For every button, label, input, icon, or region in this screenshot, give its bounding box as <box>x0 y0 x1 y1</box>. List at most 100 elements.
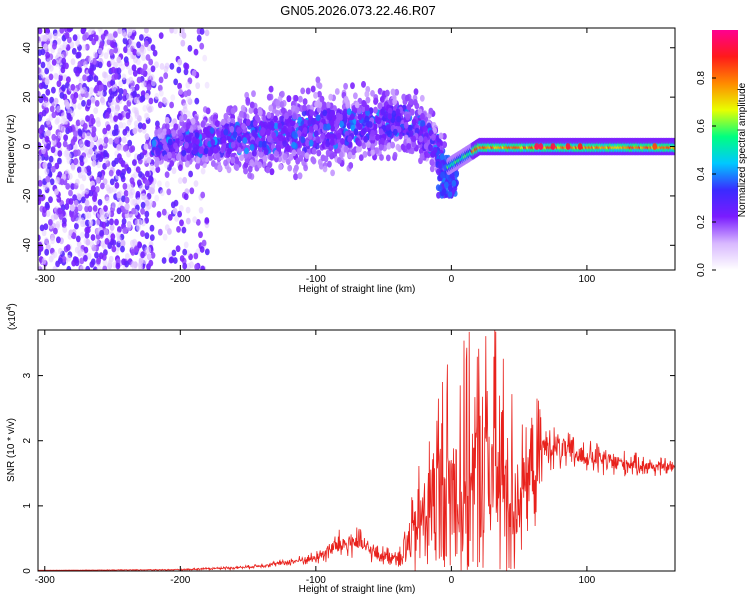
spectrogram-cell <box>279 101 285 108</box>
spectrogram-cell <box>83 246 89 254</box>
spectrogram-cell <box>128 76 134 84</box>
spectrogram-cell <box>357 139 362 147</box>
spectrogram-cell <box>177 58 183 66</box>
spectrogram-cell <box>116 236 122 244</box>
spectrogram-cell <box>422 125 428 133</box>
colorbar-tick-label: 0.0 <box>696 263 707 277</box>
spectrogram-cell <box>81 196 86 204</box>
spectrogram-cell <box>406 143 411 150</box>
spectrogram-cell <box>188 170 194 178</box>
spectrogram-cell <box>236 126 242 134</box>
spectrogram-cell <box>92 266 98 270</box>
spectrogram-cell <box>318 122 324 130</box>
spectrogram-cell <box>325 140 330 148</box>
spectrogram-cell <box>145 54 151 61</box>
spectrogram-cell <box>73 149 78 157</box>
spectrogram-cell <box>173 28 178 35</box>
colorbar-ticks: 0.00.20.40.60.8 <box>696 71 716 277</box>
spectrogram-cell <box>89 69 94 76</box>
spectrogram-cell <box>108 169 114 177</box>
spectrogram-cell <box>110 58 115 66</box>
spectrogram-cell <box>362 151 368 158</box>
spectrogram-cell <box>116 194 122 201</box>
spectrogram-cell <box>46 62 52 70</box>
spectrogram-cell <box>93 107 99 114</box>
spectrogram-cell <box>113 72 119 80</box>
spectrogram-cell <box>38 82 44 90</box>
spectrogram-cell <box>158 76 164 84</box>
spectrogram-cell <box>91 160 97 167</box>
spectrogram-cell <box>196 34 202 42</box>
spectrogram-cell <box>408 98 414 106</box>
spectrogram-cell <box>166 188 172 196</box>
spectrogram-cell <box>93 75 99 83</box>
spectrogram-cell <box>82 74 87 82</box>
spectrogram-cell <box>44 168 50 176</box>
y-tick-label: 0 <box>22 568 33 574</box>
spectrogram-cell <box>195 82 201 90</box>
spectrogram-cell <box>364 115 370 123</box>
spectrogram-cell <box>62 217 67 225</box>
spectrogram-cell <box>73 157 79 165</box>
spectrogram-cell <box>38 114 42 122</box>
spectrogram-cell <box>109 48 114 56</box>
spectrogram-cell <box>150 44 156 51</box>
spectrogram-cell <box>87 205 93 213</box>
spectrogram-cell <box>73 130 78 138</box>
spectrogram-cell <box>223 128 229 136</box>
spectrogram-cell <box>451 180 457 187</box>
spectrogram-cell <box>349 113 355 121</box>
spectrogram-marks <box>38 28 675 270</box>
colorbar-tick-label: 0.8 <box>696 71 707 85</box>
spectrogram-cell <box>52 251 58 259</box>
snr-x-ticks: -300 -200 -100 0 100 <box>35 330 596 586</box>
spectrogram-cell <box>187 45 193 52</box>
spectrogram-cell <box>45 51 50 59</box>
spectrogram-cell <box>190 117 196 125</box>
spectrogram-cell <box>302 98 308 105</box>
spectrogram-cell <box>85 140 91 148</box>
spectrogram-cell <box>83 254 88 262</box>
spectrogram-cell <box>101 221 107 229</box>
spectrogram-cell <box>88 74 94 82</box>
spectrogram-cell <box>258 150 264 158</box>
colorbar-gradient <box>712 30 738 270</box>
spectrogram-cell <box>243 167 249 175</box>
spectrogram-cell <box>199 42 205 50</box>
spectrogram-cell <box>223 159 228 167</box>
spectrogram-cell <box>236 135 242 143</box>
spectrogram-cell <box>45 210 51 218</box>
spectrogram-cell <box>89 141 95 148</box>
spectrogram-cell <box>38 58 42 65</box>
spectrogram-cell <box>169 62 175 70</box>
spectrogram-cell <box>136 41 142 49</box>
spectrogram-cell <box>550 143 556 150</box>
spectrogram-cell <box>345 101 351 109</box>
spectrogram-cell <box>436 191 441 199</box>
spectrogram-cell <box>348 162 354 169</box>
spectrogram-cell <box>252 149 257 157</box>
spectrogram-cell <box>361 142 367 150</box>
spectrogram-cell <box>66 76 71 83</box>
spectrogram-cell <box>163 72 169 80</box>
spectrogram-cell <box>148 259 154 267</box>
spectrogram-cell <box>136 49 142 56</box>
spectrogram-cell <box>109 218 114 226</box>
spectrogram-cell <box>85 115 90 122</box>
spectrogram-cell <box>92 205 98 212</box>
spectrogram-cell <box>38 96 44 104</box>
spectrogram-cell <box>103 136 109 144</box>
spectrogram-cell <box>136 197 142 205</box>
spectrogram-cell <box>437 185 443 193</box>
spectrogram-cell <box>128 213 134 221</box>
spectrogram-cell <box>249 144 255 151</box>
spectrogram-cell <box>138 262 143 270</box>
spectrogram-cell <box>128 183 134 191</box>
spectrogram-cell <box>167 138 173 146</box>
spectrogram-cell <box>169 160 175 167</box>
spectrogram-cell <box>162 143 168 151</box>
spectrogram-cell <box>114 137 119 144</box>
spectrogram-cell <box>257 109 263 116</box>
spectrogram-cell <box>144 179 150 187</box>
spectrogram-cell <box>97 47 103 55</box>
